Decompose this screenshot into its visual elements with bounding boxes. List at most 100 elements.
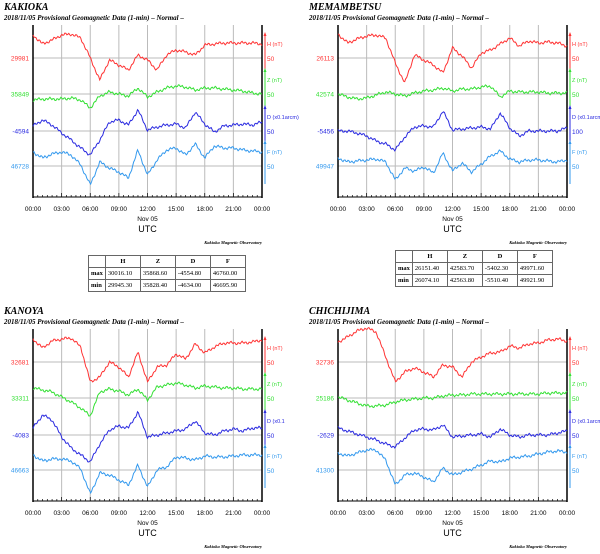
baseline-value-f: 46728 [11,164,29,171]
column-header: H [104,255,141,268]
table-cell: 46760.00 [209,267,246,280]
table-cell: 26074.10 [411,274,448,287]
x-tick-label: 00:00 [559,206,576,213]
row-label: max [395,262,413,275]
x-tick-label: 21:00 [225,510,242,517]
table-cell: -5402.30 [481,262,518,275]
trace-z [337,390,568,409]
arrow-up-icon [568,32,572,36]
x-tick-label: 15:00 [473,206,490,213]
x-tick-label: 00:00 [330,206,347,213]
x-tick-label: 12:00 [139,206,156,213]
arrow-up-icon [568,372,572,376]
arrow-up-icon [263,444,267,448]
date-label: Nov 05 [137,216,158,223]
x-tick-label: 21:00 [530,206,547,213]
table-cell: -5510.40 [481,274,518,287]
x-tick-label: 18:00 [502,206,519,213]
x-tick-label: 09:00 [111,206,128,213]
arrow-up-icon [568,140,572,144]
x-tick-label: 18:00 [197,206,214,213]
table-row: max 30016.10 35868.60 -4554.80 46760.00 [88,267,246,280]
chart-panel-kanoya: KANOYA 2018/11/05 Provisional Geomagnetic… [0,304,300,554]
baseline-value-z: 35849 [11,92,29,99]
scale-label: 50 [572,360,580,367]
table-cell: 46695.90 [209,279,246,292]
component-unit-h: H (nT) [267,42,283,48]
scale-label: 50 [267,360,275,367]
scale-label: 50 [267,468,275,475]
component-unit-z: Z (nT) [572,382,587,388]
table-cell: 42563.80 [446,274,483,287]
component-unit-z: Z (nT) [267,78,282,84]
table-cell: 49921.90 [516,274,553,287]
scale-label: 50 [267,396,275,403]
x-tick-label: 00:00 [254,206,271,213]
baseline-value-f: 41300 [316,468,334,475]
x-tick-label: 00:00 [25,510,42,517]
column-header: H [411,250,448,263]
x-tick-label: 09:00 [111,510,128,517]
x-tick-label: 18:00 [502,510,519,517]
station-title: KAKIOKA [3,2,49,13]
trace-h [32,32,263,82]
trace-f [337,149,568,180]
chart-panel-chichijima: CHICHIJIMA 2018/11/05 Provisional Geomagn… [305,304,600,554]
baseline-value-h: 29981 [11,56,29,63]
component-unit-f: F (nT) [572,150,587,156]
x-tick-label: 12:00 [444,206,461,213]
scale-label: 100 [572,129,583,136]
table-cell: 35868.60 [139,267,176,280]
arrow-up-icon [263,140,267,144]
table-cell: 49971.60 [516,262,553,275]
x-tick-label: 21:00 [225,206,242,213]
x-tick-label: 06:00 [82,206,99,213]
component-unit-d: D (x0.1arcm) [267,115,299,121]
arrow-up-icon [263,336,267,340]
baseline-value-f: 46663 [11,468,29,475]
arrow-up-icon [568,444,572,448]
arrow-up-icon [263,68,267,72]
baseline-value-d: -2629 [317,433,334,440]
table-row: min 29945.30 35828.40 -4634.00 46695.90 [88,279,246,292]
column-header: F [209,255,246,268]
x-axis-label: UTC [138,528,157,538]
column-header: F [516,250,553,263]
scale-label: 50 [572,92,580,99]
chart-subtitle: 2018/11/05 Provisional Geomagnetic Data … [3,14,184,22]
observatory-credit: Kakioka Magnetic Observatory [508,240,568,245]
chart-subtitle: 2018/11/05 Provisional Geomagnetic Data … [308,14,489,22]
component-unit-d: D (x0.1 [267,419,285,425]
trace-h [337,33,568,83]
baseline-value-h: 26113 [316,56,334,63]
scale-label: 50 [572,164,580,171]
baseline-value-f: 49947 [316,164,334,171]
component-unit-f: F (nT) [267,454,282,460]
scale-label: 50 [267,164,275,171]
date-label: Nov 05 [137,520,158,527]
column-header: D [174,255,211,268]
column-header: Z [139,255,176,268]
x-axis-label: UTC [443,528,462,538]
x-tick-label: 21:00 [530,510,547,517]
scale-label: 50 [572,396,580,403]
scale-label: 50 [572,433,580,440]
chart-panel-memambetsu: MEMAMBETSU 2018/11/05 Provisional Geomagn… [305,0,600,250]
station-title: KANOYA [3,306,44,317]
x-tick-label: 00:00 [254,510,271,517]
arrow-up-icon [568,336,572,340]
component-unit-f: F (nT) [267,150,282,156]
x-tick-label: 00:00 [25,206,42,213]
table-cell: 29945.30 [104,279,141,292]
component-unit-f: F (nT) [572,454,587,460]
trace-z [337,84,568,101]
x-tick-label: 09:00 [416,510,433,517]
x-tick-label: 12:00 [444,510,461,517]
table-cell: 42583.70 [446,262,483,275]
scale-label: 50 [267,433,275,440]
x-axis-label: UTC [138,224,157,234]
arrow-up-icon [263,372,267,376]
trace-z [32,381,263,417]
component-unit-d: D (x0.1arcm) [572,419,600,425]
